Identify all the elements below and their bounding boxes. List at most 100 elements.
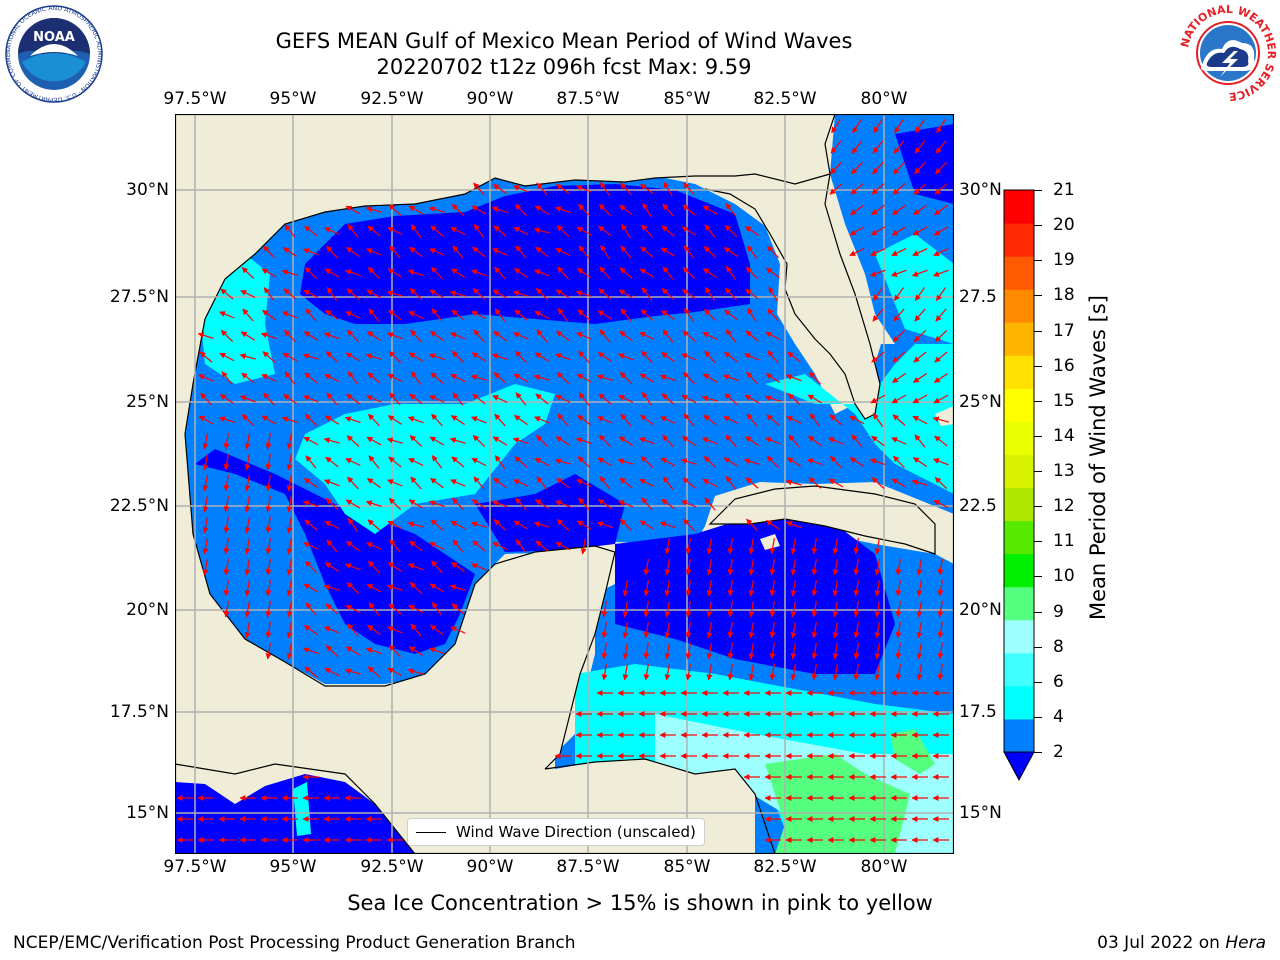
wind-wave-arrow: [344, 416, 361, 424]
wind-wave-arrow: [725, 287, 737, 301]
lat-label-left: 22.5°N: [109, 496, 169, 516]
wind-wave-arrow: [491, 206, 508, 214]
wind-wave-arrow: [769, 622, 776, 639]
wind-wave-arrow: [874, 664, 881, 681]
wind-wave-arrow: [934, 435, 948, 447]
wind-wave-arrow: [871, 183, 885, 195]
wind-wave-arrow: [790, 538, 797, 555]
wind-wave-arrow: [389, 644, 401, 658]
wind-wave-arrow: [431, 266, 443, 280]
wind-wave-arrow: [640, 309, 654, 321]
wind-wave-arrow: [892, 183, 906, 195]
wind-wave-arrow: [702, 373, 718, 383]
wind-wave-arrow: [598, 225, 612, 237]
wind-wave-arrow: [242, 308, 254, 322]
wind-wave-arrow: [874, 559, 881, 576]
wind-wave-arrow: [745, 288, 759, 300]
wind-wave-arrow: [347, 371, 359, 385]
wind-wave-arrow: [748, 664, 755, 681]
credit-right: 03 Jul 2022 on Hera: [1097, 933, 1266, 953]
wind-wave-arrow: [554, 458, 571, 465]
wind-wave-arrow: [345, 311, 361, 319]
colorbar-segment: [1004, 586, 1034, 621]
wind-wave-arrow: [451, 309, 465, 321]
wind-wave-arrow: [344, 269, 361, 277]
wind-wave-arrow: [388, 309, 402, 321]
wind-wave-arrow: [580, 538, 587, 555]
colorbar-tick-label: 2: [1053, 742, 1064, 762]
wind-wave-arrow: [326, 287, 338, 301]
wind-wave-arrow: [365, 500, 382, 508]
wind-wave-arrow: [790, 559, 797, 576]
wind-wave-arrow: [601, 664, 608, 681]
wind-wave-arrow: [492, 541, 508, 551]
lat-label-left: 17.5°N: [109, 702, 169, 722]
wind-wave-arrow: [744, 435, 759, 447]
wind-wave-arrow: [915, 118, 925, 134]
wind-wave-arrow: [346, 582, 360, 594]
wind-wave-arrow: [935, 308, 947, 322]
wind-wave-arrow: [220, 329, 234, 343]
wind-wave-arrow: [704, 497, 716, 511]
wind-wave-arrow: [223, 538, 230, 555]
wind-wave-arrow: [450, 520, 466, 530]
wind-wave-arrow: [410, 224, 422, 238]
wind-wave-arrow: [240, 331, 256, 341]
wind-wave-arrow: [472, 288, 486, 300]
wind-wave-arrow: [682, 204, 696, 216]
wind-wave-arrow: [407, 521, 424, 528]
wind-wave-arrow: [492, 436, 508, 446]
wind-wave-arrow: [619, 518, 633, 532]
wind-wave-arrow: [639, 268, 655, 278]
wind-wave-arrow: [239, 353, 256, 360]
wind-wave-arrow: [746, 371, 758, 385]
wind-wave-arrow: [452, 392, 464, 406]
wind-wave-arrow: [575, 290, 592, 298]
wind-wave-arrow: [701, 395, 718, 402]
wind-wave-arrow: [934, 329, 948, 343]
lat-label-left: 20°N: [126, 600, 169, 620]
wind-wave-arrow: [261, 415, 277, 425]
wind-wave-arrow: [262, 309, 276, 321]
wind-wave-arrow: [324, 667, 340, 677]
wind-wave-arrow: [704, 308, 716, 322]
wind-wave-arrow: [744, 353, 760, 361]
wind-wave-arrow: [535, 540, 549, 552]
wind-wave-arrow: [326, 539, 338, 553]
wind-wave-arrow: [807, 394, 823, 404]
wind-wave-arrow: [514, 309, 528, 321]
colorbar-tick-label: 6: [1053, 671, 1064, 692]
wind-wave-arrow: [639, 520, 655, 530]
wind-wave-arrow: [680, 458, 697, 465]
wind-wave-arrow: [620, 308, 632, 322]
wind-wave-arrow: [286, 433, 293, 450]
wind-wave-arrow: [473, 224, 485, 238]
wind-wave-arrow: [767, 350, 779, 364]
svg-text:NOAA: NOAA: [33, 30, 75, 45]
colorbar-tick-mark: [1034, 716, 1042, 718]
colorbar-tick-mark: [1034, 541, 1042, 543]
wind-wave-arrow: [599, 476, 611, 490]
wind-wave-arrow: [641, 392, 653, 406]
wind-wave-arrow: [515, 350, 527, 364]
wind-wave-arrow: [662, 476, 674, 490]
colorbar-tick-mark: [1034, 330, 1042, 332]
wind-wave-arrow: [244, 517, 251, 534]
wind-wave-arrow: [576, 185, 592, 193]
wind-wave-arrow: [829, 183, 843, 195]
wind-wave-arrow: [304, 666, 318, 678]
wind-wave-arrow: [937, 601, 944, 618]
wind-wave-arrow: [872, 140, 884, 154]
colorbar-tick-label: 14: [1053, 425, 1075, 446]
wind-wave-arrow: [368, 308, 380, 322]
wind-wave-arrow: [408, 646, 424, 656]
wind-wave-arrow: [407, 416, 424, 424]
pacific-corner: [175, 774, 415, 854]
wind-wave-arrow: [727, 643, 734, 660]
wind-wave-arrow: [387, 520, 403, 530]
wind-wave-arrow: [555, 436, 571, 446]
wind-wave-arrow: [515, 497, 527, 511]
wind-wave-arrow: [934, 204, 948, 216]
wind-wave-arrow: [556, 225, 570, 237]
wind-wave-arrow: [202, 538, 209, 555]
